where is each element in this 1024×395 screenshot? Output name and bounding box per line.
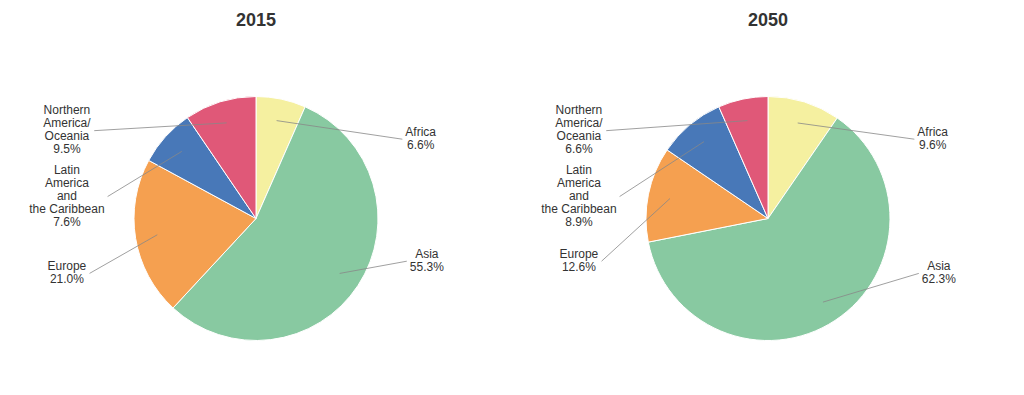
data-label: 55.3%: [410, 260, 444, 274]
slice-label: LatinAmericaandthe Caribbean8.9%: [541, 163, 616, 229]
data-label: 6.6%: [565, 142, 593, 156]
chart-title: 2015: [236, 10, 276, 30]
data-label: 12.6%: [562, 260, 596, 274]
slice-label: Asia62.3%: [922, 259, 956, 286]
data-label: 8.9%: [565, 215, 593, 229]
pie-panel: Africa9.6% Asia62.3% Europe12.6% LatinAmeri…: [541, 97, 956, 341]
leader-line: [606, 121, 747, 131]
category-label: Europe: [48, 259, 87, 273]
leader-line: [620, 142, 704, 197]
data-label: 21.0%: [50, 272, 84, 286]
category-label: NorthernAmerica/Oceania: [43, 103, 91, 143]
leader-line: [277, 121, 403, 140]
slice-label: Africa9.6%: [917, 125, 948, 152]
data-label: 7.6%: [53, 215, 81, 229]
data-label: 62.3%: [922, 272, 956, 286]
leader-line: [798, 123, 915, 139]
data-label: 6.6%: [407, 138, 435, 152]
data-label: 9.5%: [53, 142, 81, 156]
slice-label: Europe12.6%: [560, 247, 599, 274]
slice-label: Africa6.6%: [405, 125, 436, 152]
slice-label: Europe21.0%: [48, 259, 87, 286]
leader-line: [94, 123, 226, 131]
leader-line: [108, 151, 182, 196]
leader-line: [823, 273, 919, 302]
category-label: Asia: [927, 259, 951, 273]
category-label: Africa: [405, 125, 436, 139]
labels: Africa9.6% Asia62.3% Europe12.6% LatinAmeri…: [541, 103, 956, 302]
data-label: 9.6%: [919, 138, 947, 152]
labels: Africa6.6% Asia55.3% Europe21.0% LatinAmeri…: [29, 103, 444, 286]
slice-label: Asia55.3%: [410, 247, 444, 274]
chart-root: Africa6.6%Asia55.3%Europe21.0%LatinAmeri…: [0, 0, 1024, 395]
category-label: Europe: [560, 247, 599, 261]
pie-slice: [719, 97, 768, 219]
category-label: Africa: [917, 125, 948, 139]
chart-title: 2050: [748, 10, 788, 30]
leader-line: [340, 261, 407, 273]
category-label: Asia: [415, 247, 439, 261]
slice-label: LatinAmericaandthe Caribbean7.6%: [29, 163, 104, 229]
category-label: LatinAmericaandthe Caribbean: [541, 163, 616, 216]
category-label: NorthernAmerica/Oceania: [555, 103, 603, 143]
slice-label: NorthernAmerica/Oceania6.6%: [555, 103, 603, 156]
pie-slice: [187, 97, 256, 219]
slice-label: NorthernAmerica/Oceania9.5%: [43, 103, 91, 156]
category-label: LatinAmericaandthe Caribbean: [29, 163, 104, 216]
slices: [134, 97, 378, 341]
pie-panel: Africa6.6% Asia55.3% Europe21.0% LatinAmeri…: [29, 97, 444, 341]
leader-line: [90, 235, 158, 274]
slices: [646, 97, 890, 341]
